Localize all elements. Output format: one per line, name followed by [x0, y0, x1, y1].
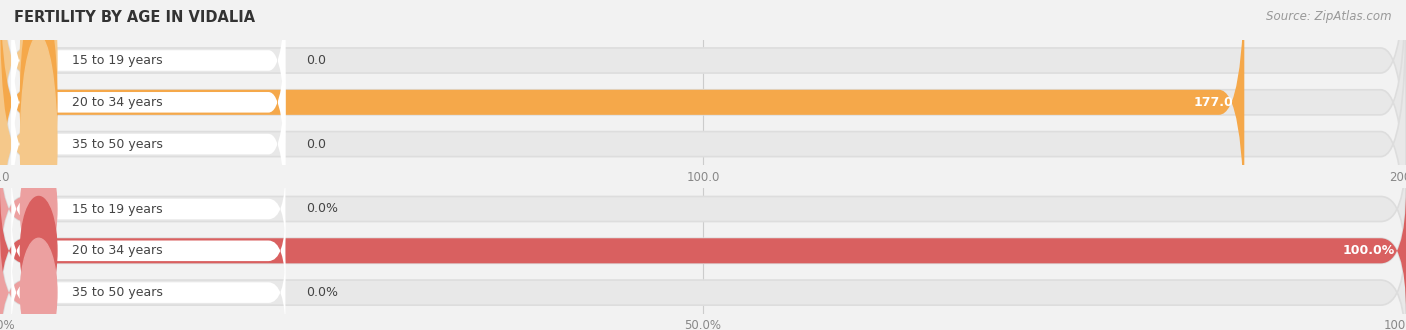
Circle shape — [20, 238, 56, 330]
Text: 100.0%: 100.0% — [1343, 244, 1395, 257]
FancyBboxPatch shape — [0, 188, 1406, 314]
Text: 15 to 19 years: 15 to 19 years — [72, 203, 162, 215]
FancyBboxPatch shape — [0, 0, 1406, 240]
Text: 0.0%: 0.0% — [307, 286, 339, 299]
FancyBboxPatch shape — [0, 6, 56, 282]
Circle shape — [20, 196, 56, 305]
FancyBboxPatch shape — [0, 188, 1406, 314]
Text: Source: ZipAtlas.com: Source: ZipAtlas.com — [1267, 10, 1392, 23]
FancyBboxPatch shape — [0, 146, 1406, 272]
FancyBboxPatch shape — [11, 211, 285, 291]
FancyBboxPatch shape — [0, 230, 1406, 330]
Text: FERTILITY BY AGE IN VIDALIA: FERTILITY BY AGE IN VIDALIA — [14, 10, 254, 25]
Text: 0.0: 0.0 — [307, 54, 326, 67]
Circle shape — [20, 155, 56, 263]
Circle shape — [20, 0, 56, 211]
FancyBboxPatch shape — [0, 230, 56, 330]
Circle shape — [20, 35, 56, 253]
FancyBboxPatch shape — [11, 169, 285, 249]
FancyBboxPatch shape — [0, 0, 1406, 198]
Text: 20 to 34 years: 20 to 34 years — [72, 244, 162, 257]
Text: 0.0%: 0.0% — [307, 203, 339, 215]
Text: 35 to 50 years: 35 to 50 years — [72, 138, 163, 150]
FancyBboxPatch shape — [0, 146, 56, 272]
FancyBboxPatch shape — [0, 0, 56, 198]
Text: 15 to 19 years: 15 to 19 years — [72, 54, 162, 67]
Circle shape — [20, 0, 56, 169]
FancyBboxPatch shape — [11, 12, 285, 192]
FancyBboxPatch shape — [11, 253, 285, 330]
Text: 20 to 34 years: 20 to 34 years — [72, 96, 162, 109]
FancyBboxPatch shape — [11, 54, 285, 234]
FancyBboxPatch shape — [0, 6, 1406, 282]
Text: 0.0: 0.0 — [307, 138, 326, 150]
Text: 177.0: 177.0 — [1194, 96, 1233, 109]
FancyBboxPatch shape — [0, 0, 1244, 240]
FancyBboxPatch shape — [11, 0, 285, 150]
Text: 35 to 50 years: 35 to 50 years — [72, 286, 163, 299]
